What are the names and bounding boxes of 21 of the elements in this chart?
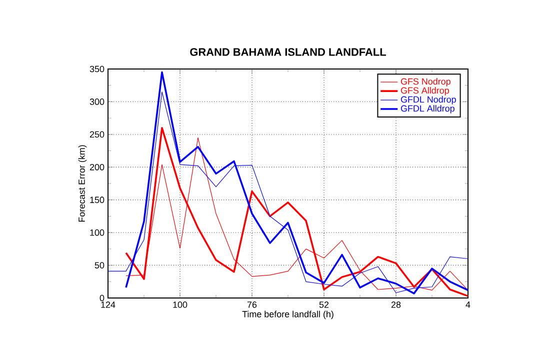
chart-title: GRAND BAHAMA ISLAND LANDFALL [190,48,386,56]
x-tick-label: 76 [247,302,257,308]
x-tick-label: 124 [101,302,116,308]
y-tick-label: 150 [90,196,104,204]
legend-label: GFDL Alldrop [400,105,454,114]
y-tick-label: 300 [90,98,104,105]
legend-label: GFDL Nodrop [400,96,456,104]
y-tick-label: 100 [90,229,104,236]
y-tick-label: 50 [94,262,104,268]
x-axis-title: Time before landfall (h) [242,310,334,320]
y-axis-title: Forecast Error (km) [78,145,87,222]
x-tick-label: 4 [466,302,470,308]
y-tick-label: 350 [90,66,104,72]
x-tick-label: 100 [173,302,188,308]
legend-label: GFS Alldrop [400,87,449,96]
y-tick-label: 250 [90,131,104,138]
y-tick-label: 0 [100,294,104,302]
y-tick-label: 200 [90,164,104,170]
x-tick-label: 52 [319,302,329,308]
legend-label: GFS Nodrop [400,78,450,86]
x-tick-label: 28 [391,302,401,308]
